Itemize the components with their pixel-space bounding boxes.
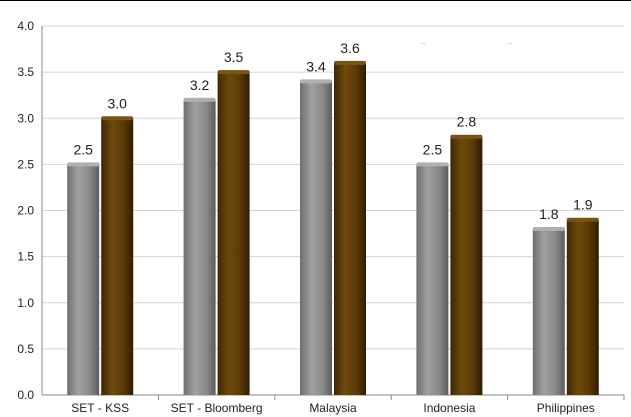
x-tick-label: Philippines <box>537 401 595 415</box>
y-tick-label: 3.5 <box>17 65 34 79</box>
bar <box>532 228 565 395</box>
legend-mark: ... <box>508 40 512 46</box>
x-tick-label: Malaysia <box>309 401 357 415</box>
bar-top <box>450 134 483 139</box>
bar <box>566 219 599 395</box>
data-label: 1.9 <box>573 197 593 213</box>
y-tick-label: 1.5 <box>17 250 34 264</box>
bar <box>67 164 100 395</box>
x-tick-label: Indonesia <box>423 401 475 415</box>
data-label: 3.5 <box>224 49 244 65</box>
y-tick-label: 0.0 <box>17 388 34 402</box>
y-tick-label: 4.0 <box>17 19 34 33</box>
y-tick-label: 3.0 <box>17 111 34 125</box>
bar <box>334 62 366 396</box>
bar-top <box>334 60 366 65</box>
data-label: 2.5 <box>423 141 443 157</box>
bar-top <box>67 162 100 167</box>
data-label: 3.6 <box>340 40 360 56</box>
x-tick-label: SET - KSS <box>71 401 129 415</box>
y-tick-label: 1.0 <box>17 296 34 310</box>
top-rule <box>0 0 631 1</box>
bar-top <box>300 79 332 84</box>
data-label: 2.5 <box>73 141 93 157</box>
bar <box>450 136 483 395</box>
bar <box>300 81 332 395</box>
y-tick-label: 2.0 <box>17 204 34 218</box>
x-tick-label: SET - Bloomberg <box>171 401 263 415</box>
legend-mark: ... <box>421 40 425 46</box>
data-label: 3.4 <box>306 58 326 74</box>
bar-top <box>532 226 565 231</box>
data-label: 3.2 <box>190 77 210 93</box>
data-label: 1.8 <box>539 206 559 222</box>
bar-top <box>217 70 250 75</box>
bar <box>416 164 449 395</box>
bar <box>183 99 216 396</box>
bar-top <box>183 97 216 102</box>
y-tick-label: 2.5 <box>17 157 34 171</box>
data-label: 2.8 <box>457 114 477 130</box>
bar-top <box>566 217 599 222</box>
data-label: 3.0 <box>107 95 127 111</box>
y-tick-label: 0.5 <box>17 342 34 356</box>
bar-top <box>101 116 134 121</box>
bar <box>217 72 250 395</box>
bar-top <box>416 162 449 167</box>
bar <box>101 118 134 395</box>
